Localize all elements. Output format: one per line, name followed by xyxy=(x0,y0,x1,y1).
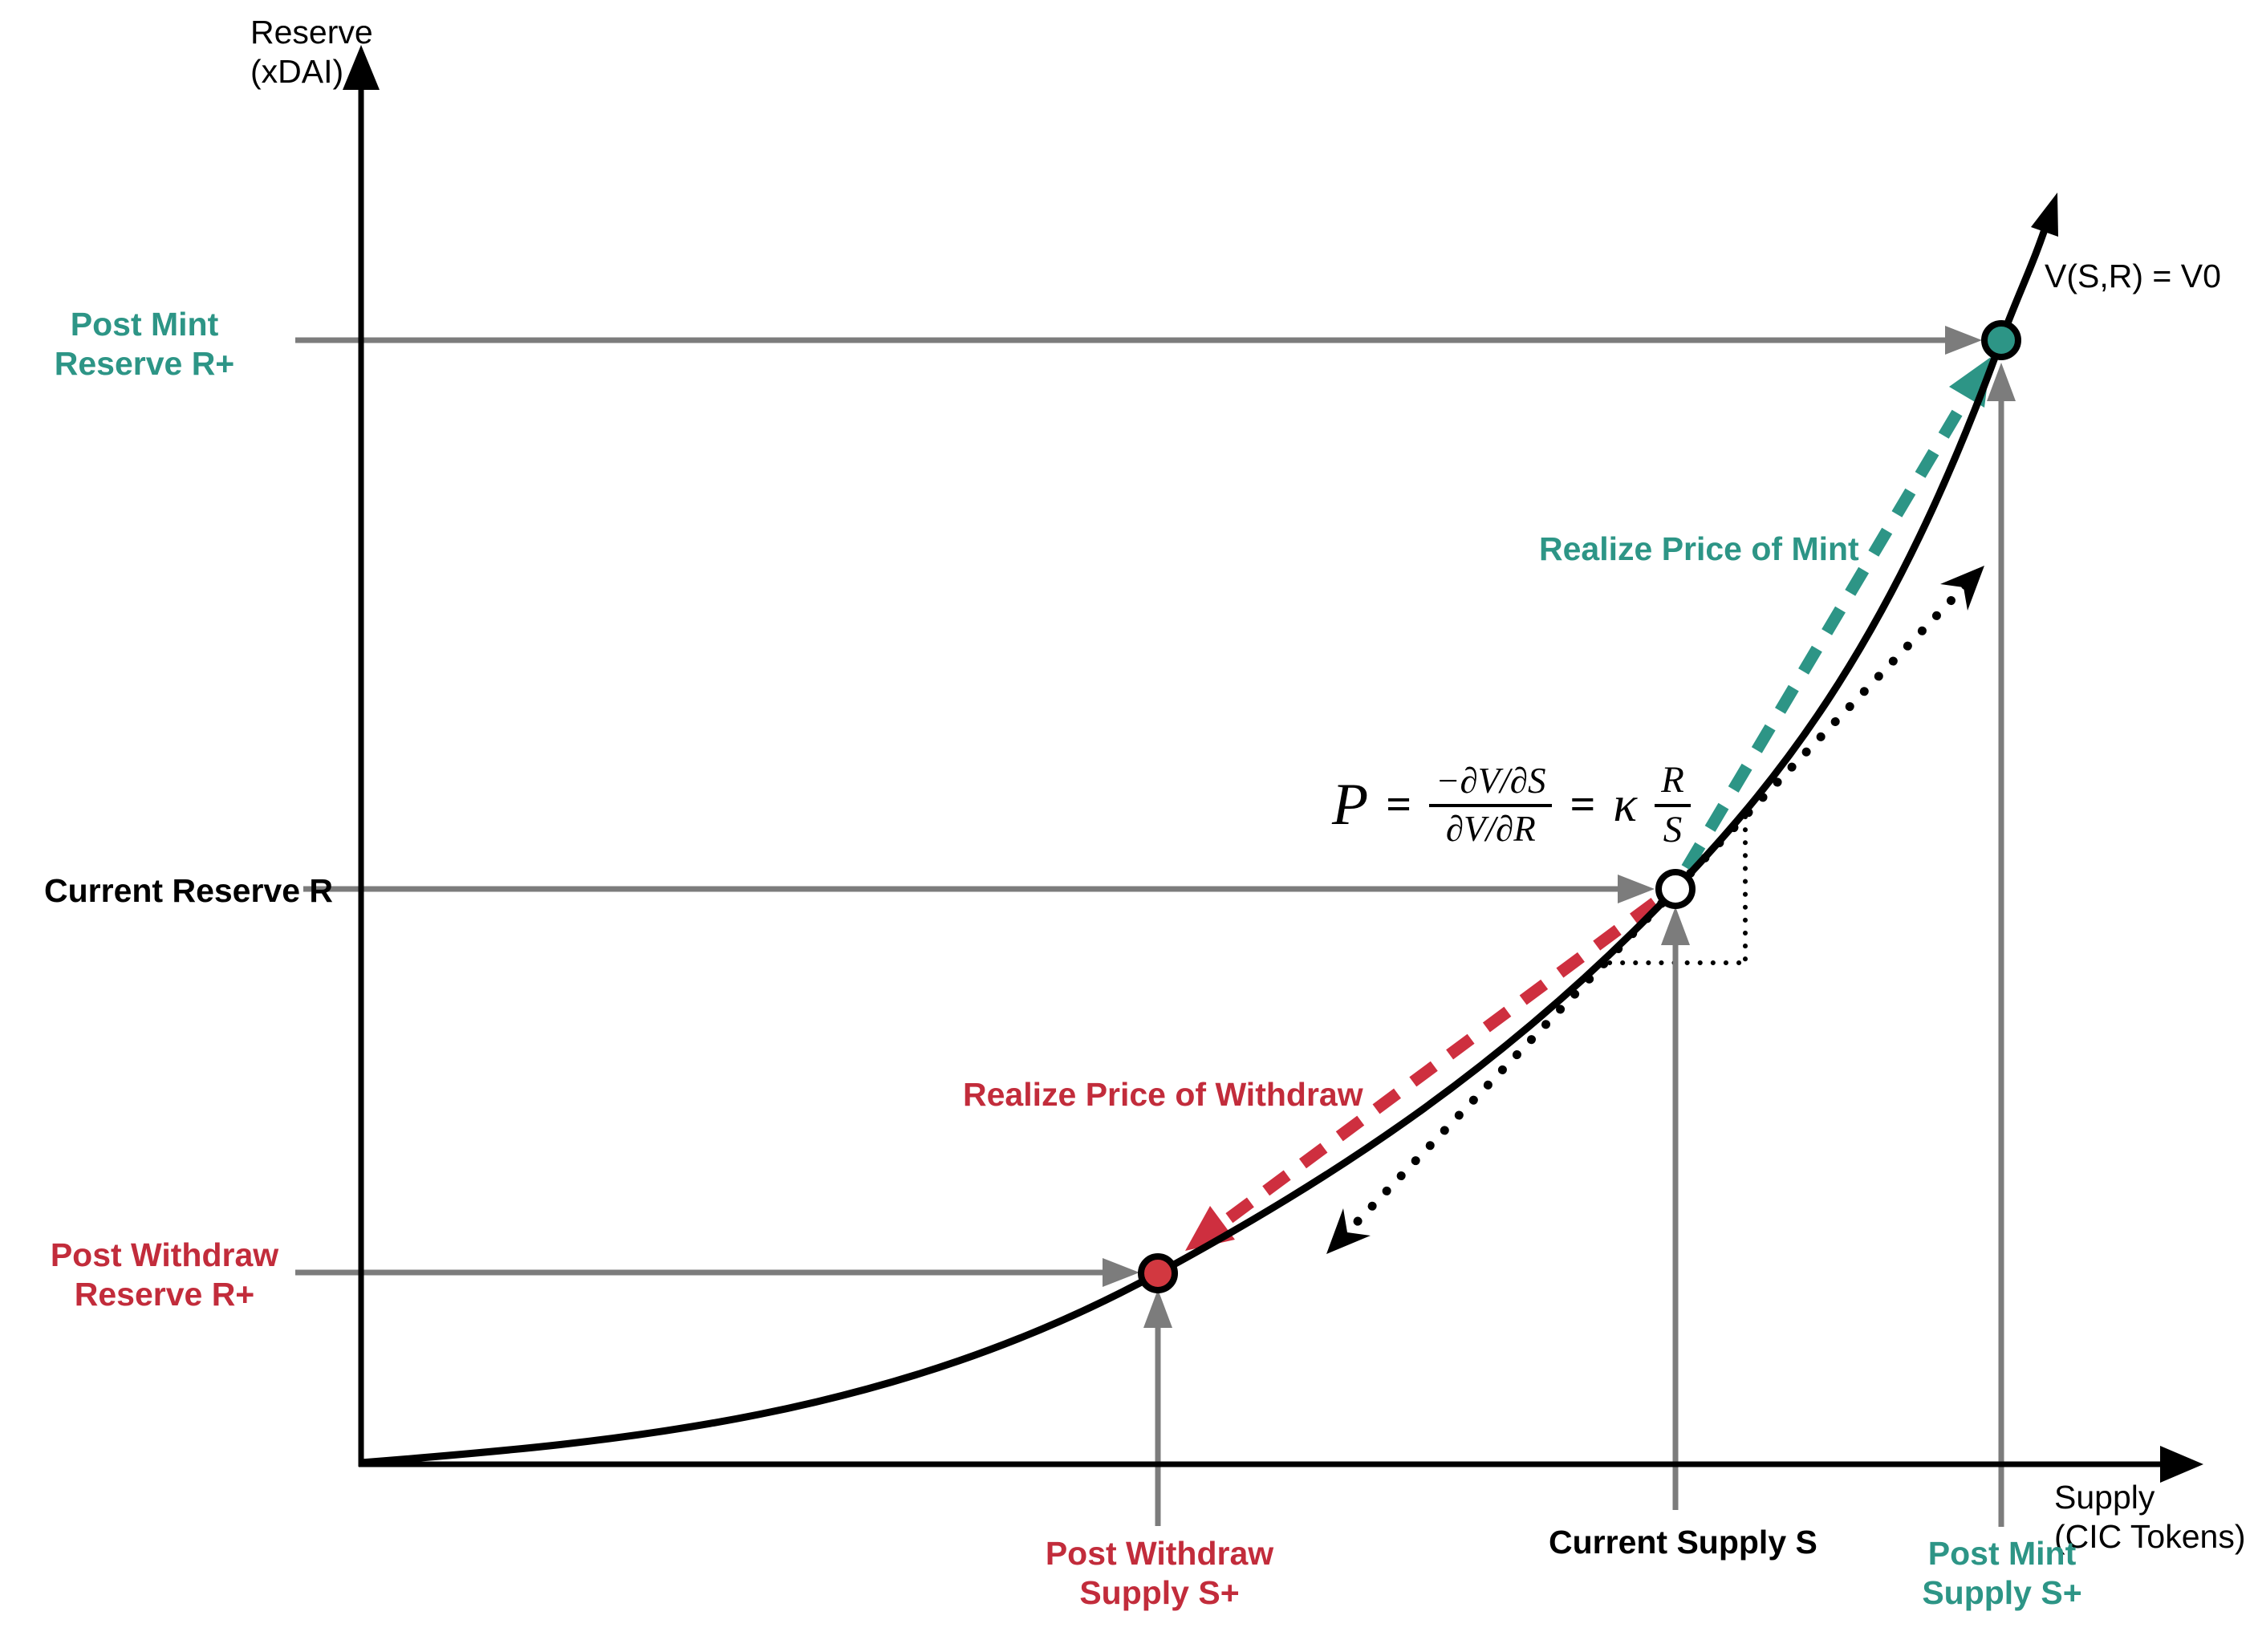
post-mint-supply-label: Post Mint Supply S+ xyxy=(1870,1534,2134,1613)
formula-r: R xyxy=(1655,759,1691,807)
current-point xyxy=(1655,869,1696,909)
post-mint-supply-line1: Post Mint xyxy=(1927,1535,2077,1572)
post-withdraw-supply-arrowhead-icon xyxy=(1143,1289,1172,1328)
post-mint-reserve-arrowhead-icon xyxy=(1945,326,1982,355)
formula-denominator: ∂V/∂R xyxy=(1445,808,1536,849)
post-withdraw-reserve-arrowhead-icon xyxy=(1103,1258,1139,1287)
price-formula: P = −∂V/∂S ∂V/∂R = κ R S xyxy=(1332,759,1691,850)
y-axis-label: Reserve (xDAI) xyxy=(250,13,373,91)
x-axis-label-line2: (CIC Tokens) xyxy=(2054,1518,2246,1555)
post-withdraw-reserve-line1: Post Withdraw xyxy=(50,1236,279,1273)
curve-arrowhead-icon xyxy=(2031,193,2058,237)
post-withdraw-supply-line1: Post Withdraw xyxy=(1045,1535,1274,1572)
realize-price-of-withdraw-label: Realize Price of Withdraw xyxy=(963,1076,1363,1113)
post-mint-reserve-label: Post Mint Reserve R+ xyxy=(24,305,265,384)
tangent-arrowhead-lower-icon xyxy=(1326,1208,1371,1254)
formula-numerator: −∂V/∂S xyxy=(1429,761,1553,807)
post-mint-reserve-line2: Reserve R+ xyxy=(54,345,235,382)
current-reserve-label: Current Reserve R xyxy=(44,872,334,909)
curve-equation-label: V(S,R) = V0 xyxy=(2045,258,2221,294)
formula-equals-2: = xyxy=(1570,780,1596,830)
formula-kappa: κ xyxy=(1613,777,1638,832)
formula-p: P xyxy=(1332,771,1369,838)
bonding-curve xyxy=(360,209,2055,1467)
post-withdraw-reserve-label: Post Withdraw Reserve R+ xyxy=(36,1236,293,1314)
y-axis-label-line2: (xDAI) xyxy=(250,53,344,90)
current-supply-label: Current Supply S xyxy=(1549,1524,1817,1561)
current-supply-arrowhead-icon xyxy=(1661,907,1690,945)
realize-price-of-mint-label: Realize Price of Mint xyxy=(1539,530,1859,567)
post-withdraw-supply-label: Post Withdraw Supply S+ xyxy=(1027,1534,1292,1613)
formula-s: S xyxy=(1663,808,1683,850)
x-axis-label: Supply (CIC Tokens) xyxy=(2054,1478,2245,1557)
current-reserve-arrowhead-icon xyxy=(1618,875,1655,903)
post-mint-supply-line2: Supply S+ xyxy=(1922,1574,2082,1611)
post-mint-supply-arrowhead-icon xyxy=(1987,363,2016,401)
x-axis-arrowhead-icon xyxy=(2160,1446,2203,1483)
tangent-arrowhead-upper-icon xyxy=(1940,566,1984,611)
post-mint-reserve-line1: Post Mint xyxy=(70,306,219,343)
tangent-dotted-line xyxy=(1338,578,1973,1241)
post-mint-point xyxy=(1981,320,2021,360)
x-axis-label-line1: Supply xyxy=(2054,1479,2155,1516)
post-withdraw-point xyxy=(1138,1253,1178,1293)
formula-equals-1: = xyxy=(1386,780,1412,830)
y-axis-arrowhead-icon xyxy=(343,45,380,90)
post-withdraw-supply-line2: Supply S+ xyxy=(1079,1574,1240,1611)
y-axis-label-line1: Reserve xyxy=(250,14,373,51)
post-withdraw-reserve-line2: Reserve R+ xyxy=(74,1276,255,1313)
formula-rs-fraction: R S xyxy=(1655,759,1691,850)
formula-derivative-fraction: −∂V/∂S ∂V/∂R xyxy=(1429,761,1553,849)
mint-dashed-arrow-line xyxy=(1681,387,1976,871)
withdraw-dashed-arrow-line xyxy=(1216,897,1659,1231)
